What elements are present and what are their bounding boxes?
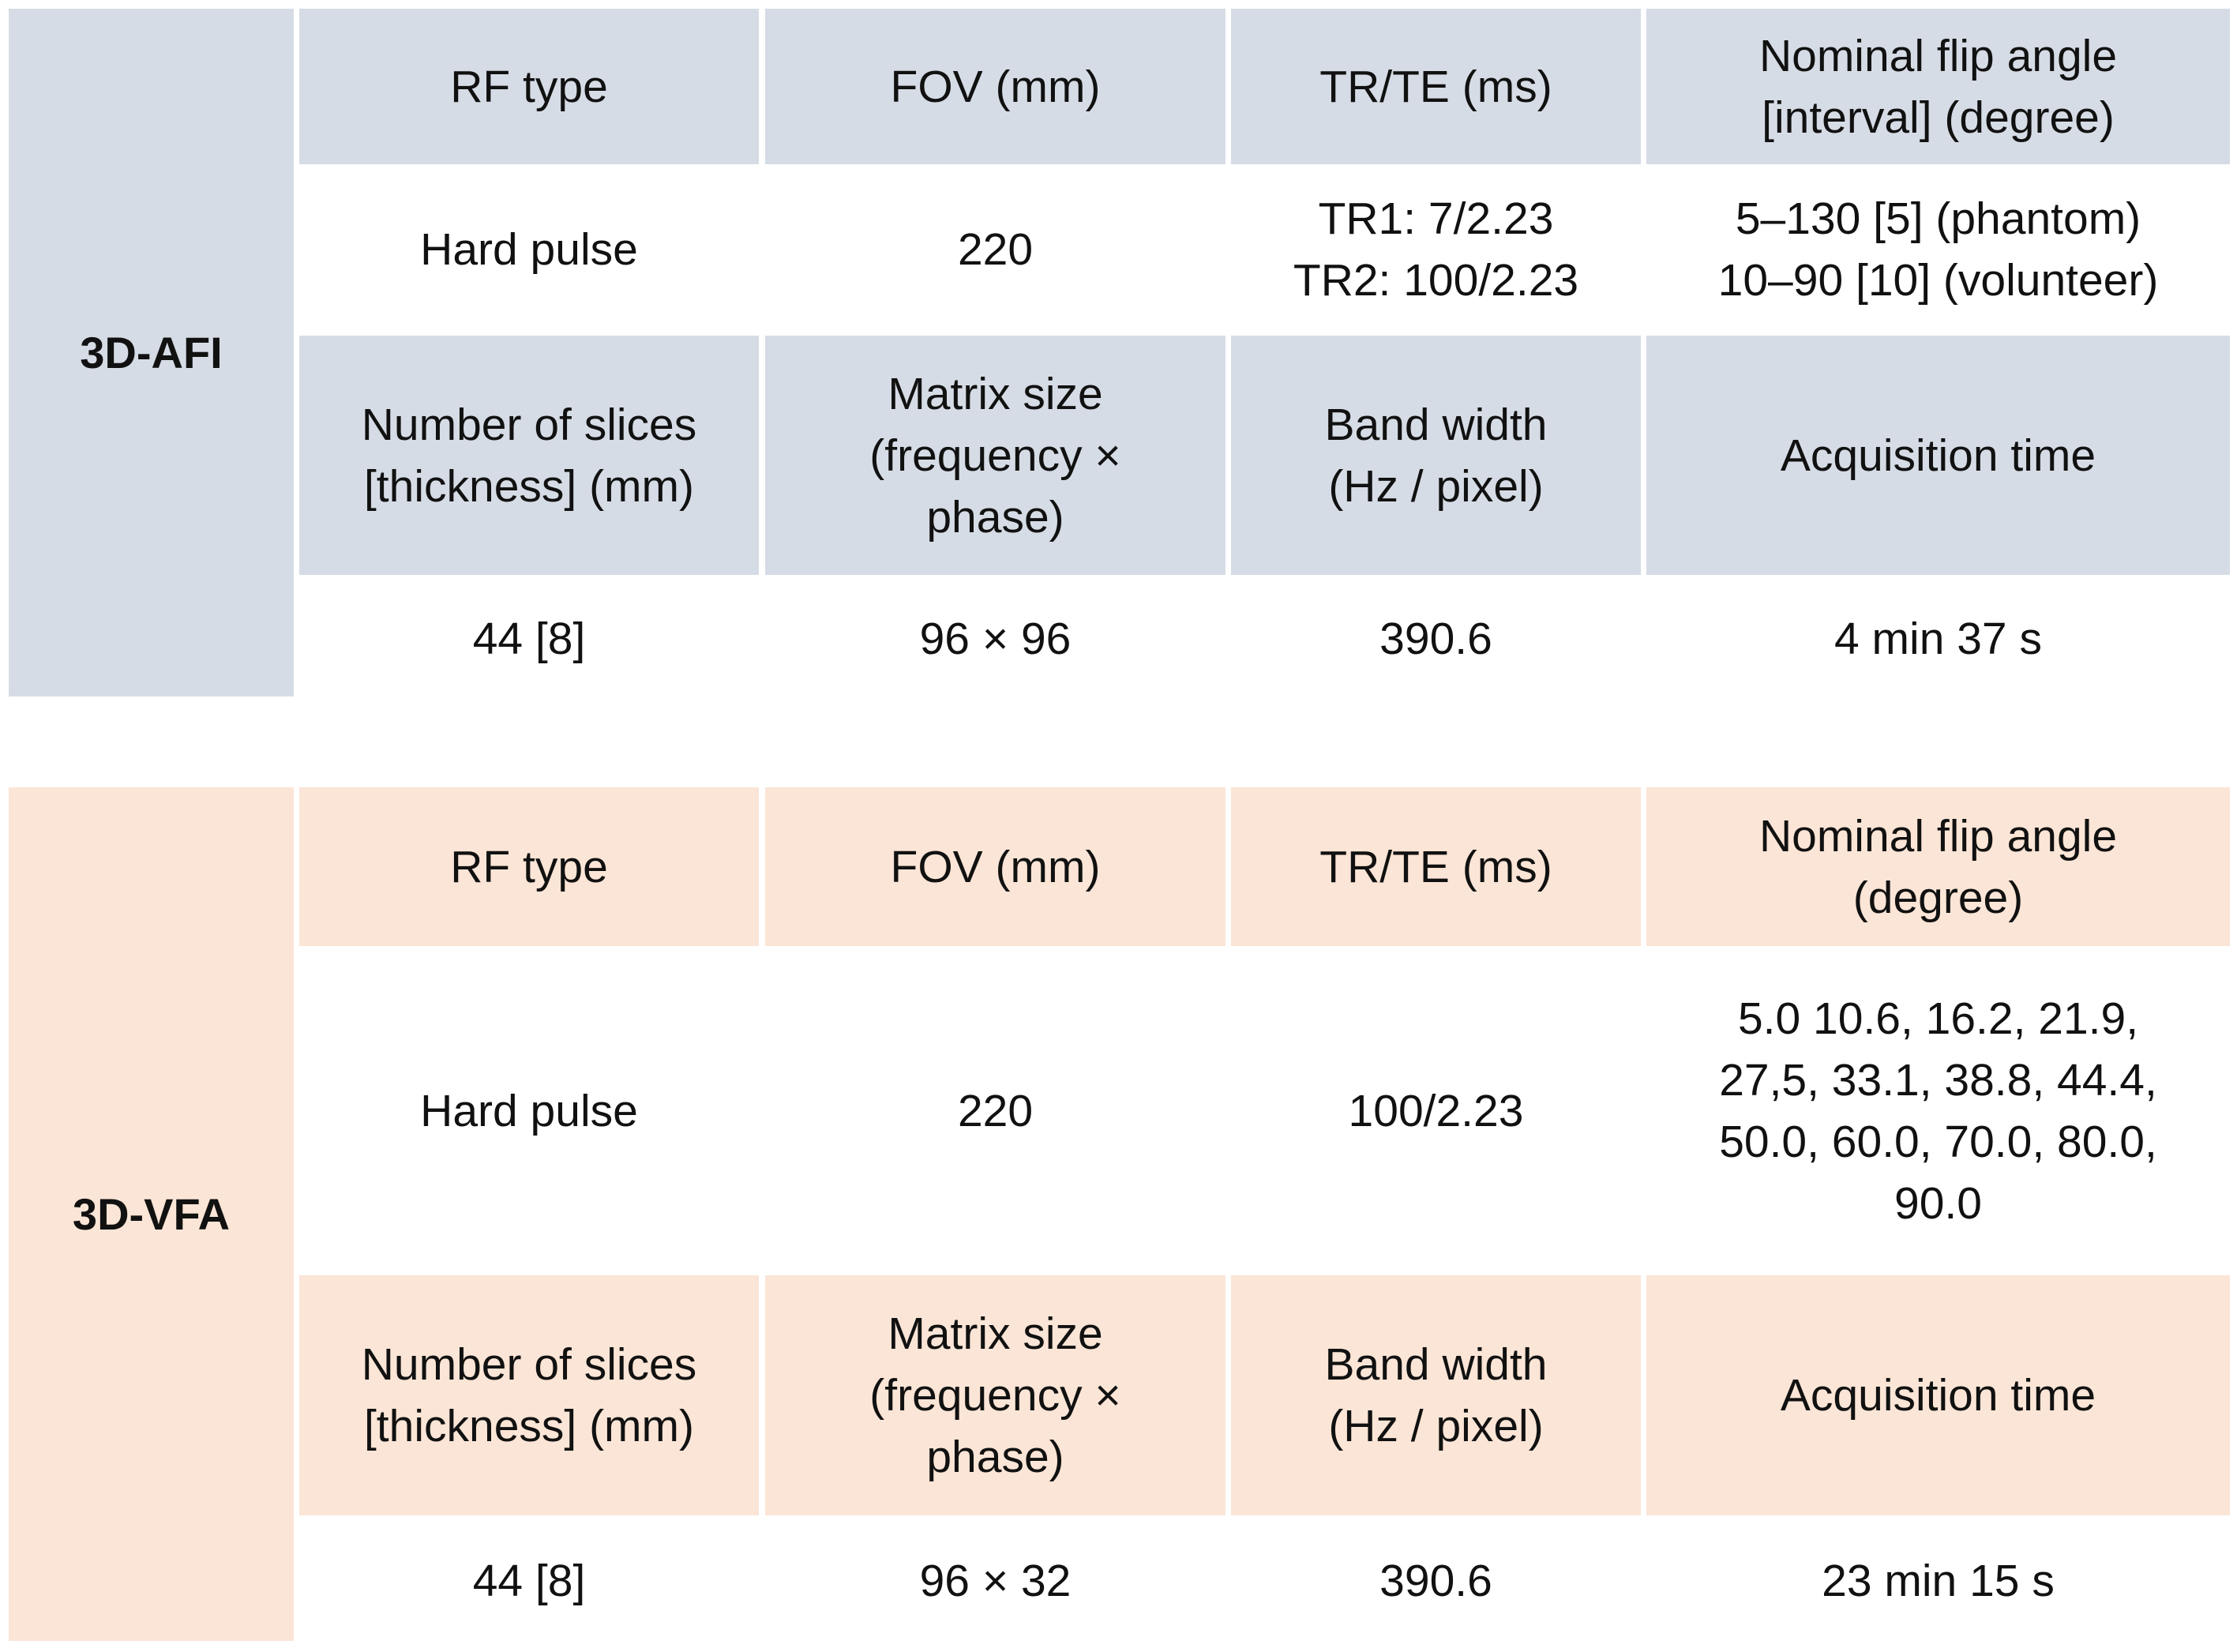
header-cell: Nominal flip angle (degree) [1646, 787, 2230, 946]
data-cell: 390.6 [1231, 580, 1641, 696]
cell-text: 390.6 [1379, 1556, 1492, 1606]
header-cell: Acquisition time [1646, 1275, 2230, 1515]
cell-text: 4 min 37 s [1834, 613, 2042, 664]
table-label: 3D-AFI [9, 9, 294, 696]
cell-text: 50.0, 60.0, 70.0, 80.0, [1719, 1116, 2157, 1167]
cell-text: Band width [1324, 399, 1548, 450]
cell-text: 96 × 96 [919, 613, 1072, 664]
cell-text: Hard pulse [420, 224, 638, 275]
cell-text: Matrix size [888, 1308, 1103, 1359]
cell-text: phase) [926, 1432, 1064, 1482]
header-cell: Matrix size (frequency × phase) [765, 336, 1225, 575]
cell-text: 10–90 [10] (volunteer) [1717, 255, 2159, 306]
cell-text: Nominal flip angle [1758, 30, 2118, 81]
header-cell: Acquisition time [1646, 336, 2230, 575]
cell-text: 90.0 [1894, 1177, 1982, 1229]
data-cell: 96 × 32 [765, 1521, 1225, 1641]
header-cell: RF type [299, 9, 759, 164]
cell-text: 5–130 [5] (phantom) [1735, 193, 2141, 244]
cell-text: 220 [957, 1085, 1034, 1136]
table-label: 3D-VFA [9, 787, 294, 1641]
data-cell: 23 min 15 s [1646, 1521, 2230, 1641]
data-cell: 4 min 37 s [1646, 580, 2230, 696]
cell-text: TR1: 7/2.23 [1318, 193, 1554, 244]
header-cell: TR/TE (ms) [1231, 9, 1641, 164]
cell-text: FOV (mm) [890, 61, 1101, 112]
cell-text: TR/TE (ms) [1319, 61, 1552, 112]
cell-text: FOV (mm) [890, 841, 1101, 892]
header-cell: FOV (mm) [765, 787, 1225, 946]
data-cell: Hard pulse [299, 170, 759, 329]
header-cell: Matrix size (frequency × phase) [765, 1275, 1225, 1515]
cell-text: Number of slices [361, 399, 697, 450]
data-cell: 44 [8] [299, 1521, 759, 1641]
cell-text: 220 [957, 224, 1034, 275]
cell-text: 27,5, 33.1, 38.8, 44.4, [1719, 1054, 2157, 1106]
header-cell: Band width (Hz / pixel) [1231, 1275, 1641, 1515]
cell-text: [thickness] (mm) [363, 1401, 695, 1451]
cell-text: Matrix size [888, 368, 1103, 419]
header-cell: TR/TE (ms) [1231, 787, 1641, 946]
cell-text: Nominal flip angle [1758, 810, 2118, 862]
data-cell: TR1: 7/2.23 TR2: 100/2.23 [1231, 170, 1641, 329]
cell-text: 100/2.23 [1348, 1085, 1524, 1136]
data-cell: 220 [765, 952, 1225, 1270]
cell-text: Hard pulse [420, 1085, 638, 1136]
header-cell: Nominal flip angle [interval] (degree) [1646, 9, 2230, 164]
cell-text: 390.6 [1379, 613, 1492, 664]
cell-text: 23 min 15 s [1822, 1556, 2055, 1606]
cell-text: (Hz / pixel) [1328, 1401, 1544, 1451]
data-cell: 390.6 [1231, 1521, 1641, 1641]
cell-text: RF type [450, 841, 608, 892]
data-cell: 220 [765, 170, 1225, 329]
data-cell: 5.0 10.6, 16.2, 21.9, 27,5, 33.1, 38.8, 4… [1646, 952, 2230, 1270]
cell-text: (frequency × [869, 430, 1121, 481]
cell-text: (Hz / pixel) [1328, 460, 1544, 512]
cell-text: 96 × 32 [919, 1556, 1072, 1606]
cell-text: RF type [450, 61, 608, 112]
data-cell: 100/2.23 [1231, 952, 1641, 1270]
cell-text: Band width [1324, 1339, 1548, 1390]
header-cell: Band width (Hz / pixel) [1231, 336, 1641, 575]
header-cell: Number of slices [thickness] (mm) [299, 336, 759, 575]
cell-text: 44 [8] [472, 613, 586, 664]
data-cell: 5–130 [5] (phantom) 10–90 [10] (volunteer… [1646, 170, 2230, 329]
cell-text: phase) [926, 491, 1064, 543]
cell-text: (frequency × [869, 1370, 1121, 1421]
cell-text: 44 [8] [472, 1556, 586, 1606]
cell-text: Acquisition time [1780, 430, 2096, 481]
cell-text: TR2: 100/2.23 [1293, 255, 1579, 306]
header-cell: Number of slices [thickness] (mm) [299, 1275, 759, 1515]
cell-text: 5.0 10.6, 16.2, 21.9, [1737, 993, 2139, 1044]
data-cell: 44 [8] [299, 580, 759, 696]
cell-text: TR/TE (ms) [1319, 841, 1552, 892]
cell-text: [thickness] (mm) [363, 460, 695, 512]
cell-text: Acquisition time [1780, 1370, 2096, 1421]
header-cell: FOV (mm) [765, 9, 1225, 164]
cell-text: [interval] (degree) [1762, 92, 2115, 143]
data-cell: Hard pulse [299, 952, 759, 1270]
cell-text: Number of slices [361, 1339, 697, 1390]
header-cell: RF type [299, 787, 759, 946]
cell-text: (degree) [1852, 872, 2024, 923]
data-cell: 96 × 96 [765, 580, 1225, 696]
